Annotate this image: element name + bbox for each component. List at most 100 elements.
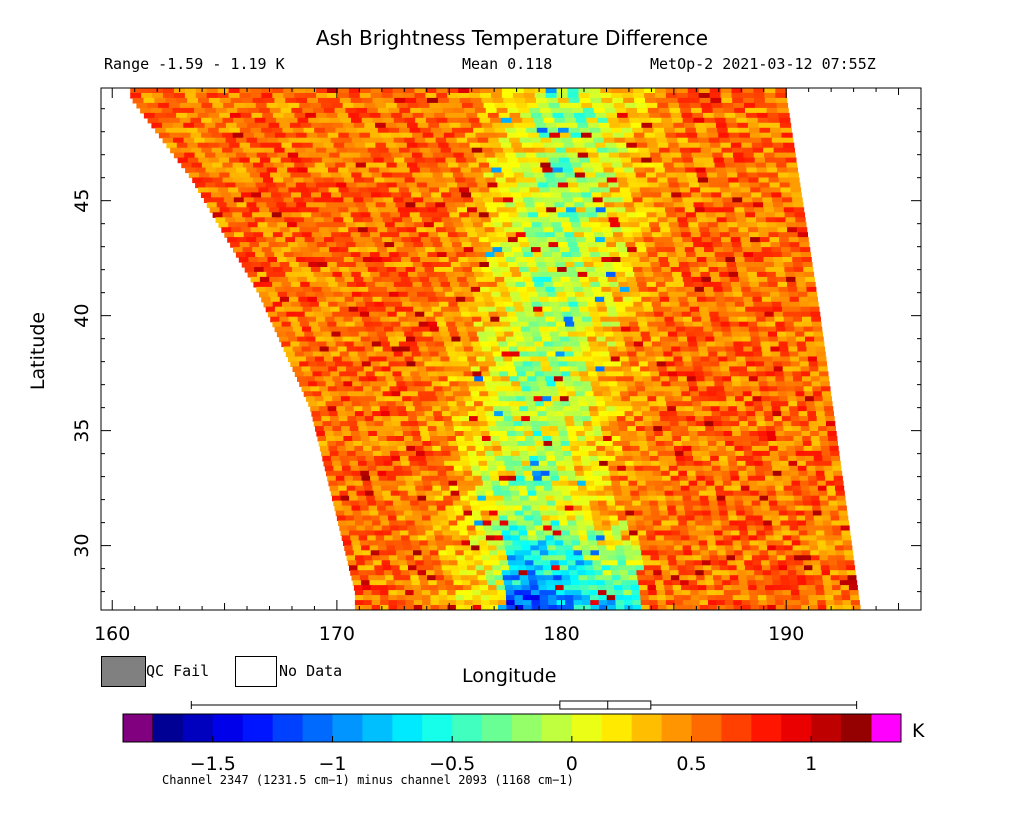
swath-cell xyxy=(424,311,435,318)
swath-cell xyxy=(316,182,327,189)
swath-cell xyxy=(323,396,333,402)
swath-cell xyxy=(399,127,411,134)
swath-cell xyxy=(752,346,762,353)
swath-cell xyxy=(209,207,221,213)
swath-cell xyxy=(576,475,586,482)
swath-cell xyxy=(650,262,661,268)
swath-cell xyxy=(443,222,454,228)
swath-cell xyxy=(395,331,405,338)
swath-cell xyxy=(729,321,740,328)
swath-cell xyxy=(542,167,554,174)
swath-cell xyxy=(511,381,521,387)
swath-cell xyxy=(245,182,257,189)
swath-cell xyxy=(747,421,758,427)
swath-cell xyxy=(449,381,459,387)
swath-cell xyxy=(605,207,617,213)
swath-cell xyxy=(778,450,788,457)
swath-cell xyxy=(473,247,484,253)
swath-cell xyxy=(772,470,782,477)
swath-cell xyxy=(702,411,713,417)
swath-cell xyxy=(624,237,635,243)
swath-cell xyxy=(626,142,638,149)
swath-cell xyxy=(336,441,346,447)
swath-cell xyxy=(779,291,790,298)
swath-cell xyxy=(657,401,667,407)
swath-cell xyxy=(765,316,776,323)
swath-cell xyxy=(735,396,745,402)
swath-cell xyxy=(444,341,454,348)
swath-cell xyxy=(501,321,511,328)
swath-cell xyxy=(649,331,660,338)
swath-cell xyxy=(521,416,531,422)
swath-cell xyxy=(333,291,344,298)
swath-cell xyxy=(428,122,440,129)
swath-cell xyxy=(766,167,778,174)
swath-cell xyxy=(255,252,266,258)
swath-cell xyxy=(711,460,721,467)
swath-cell xyxy=(540,271,550,278)
swath-cell xyxy=(579,127,591,134)
swath-cell xyxy=(261,93,273,99)
swath-cell xyxy=(412,436,422,442)
swath-cell xyxy=(468,386,479,392)
swath-cell xyxy=(459,237,470,243)
swath-cell xyxy=(410,465,420,472)
swath-cell xyxy=(714,426,724,432)
swath-cell xyxy=(460,386,470,392)
swath-cell xyxy=(400,421,410,427)
swath-cell xyxy=(490,142,502,149)
swath-cell xyxy=(338,132,350,139)
swath-cell xyxy=(621,361,631,367)
swath-cell xyxy=(557,182,569,189)
swath-cell xyxy=(391,296,401,303)
swath-cell xyxy=(605,301,616,308)
swath-cell xyxy=(785,217,796,223)
swath-cell xyxy=(296,222,308,228)
swath-cell xyxy=(602,291,613,298)
swath-cell xyxy=(816,356,827,363)
swath-cell xyxy=(441,192,452,198)
swath-cell xyxy=(426,366,436,372)
swath-cell xyxy=(688,431,699,437)
swath-cell xyxy=(433,490,443,497)
swath-cell xyxy=(577,436,587,442)
swath-cell xyxy=(645,351,655,358)
swath-cell xyxy=(601,192,612,198)
swath-cell xyxy=(816,411,826,417)
swath-cell xyxy=(384,396,395,402)
swath-cell xyxy=(563,257,574,263)
swath-cell xyxy=(614,202,625,208)
swath-cell xyxy=(188,172,200,179)
swath-cell xyxy=(241,97,254,104)
swath-cell xyxy=(337,411,347,417)
swath-cell xyxy=(757,172,769,179)
swath-cell xyxy=(405,202,416,208)
swath-cell xyxy=(492,97,504,104)
swath-cell xyxy=(426,495,436,502)
swath-cell xyxy=(807,475,818,482)
swath-cell xyxy=(297,356,307,363)
swath-cell xyxy=(379,480,389,487)
swath-cell xyxy=(401,371,411,377)
swath-cell xyxy=(511,247,522,253)
swath-cell xyxy=(551,336,561,343)
swath-cell xyxy=(596,401,606,407)
swath-cell xyxy=(320,137,332,144)
swath-cell xyxy=(570,490,580,497)
swath-cell xyxy=(353,406,363,412)
swath-cell xyxy=(389,167,400,174)
swath-cell xyxy=(725,117,737,124)
swath-cell xyxy=(263,97,275,104)
swath-cell xyxy=(520,381,530,387)
swath-cell xyxy=(408,187,420,193)
swath-cell xyxy=(718,356,728,363)
swath-cell xyxy=(250,142,262,149)
swath-cell xyxy=(561,490,572,497)
swath-cell xyxy=(472,396,482,402)
swath-cell xyxy=(713,286,724,293)
swath-cell xyxy=(372,137,384,144)
swath-cell xyxy=(489,187,500,193)
swath-cell xyxy=(326,361,336,367)
swath-cell xyxy=(580,450,590,457)
swath-cell xyxy=(343,401,353,407)
